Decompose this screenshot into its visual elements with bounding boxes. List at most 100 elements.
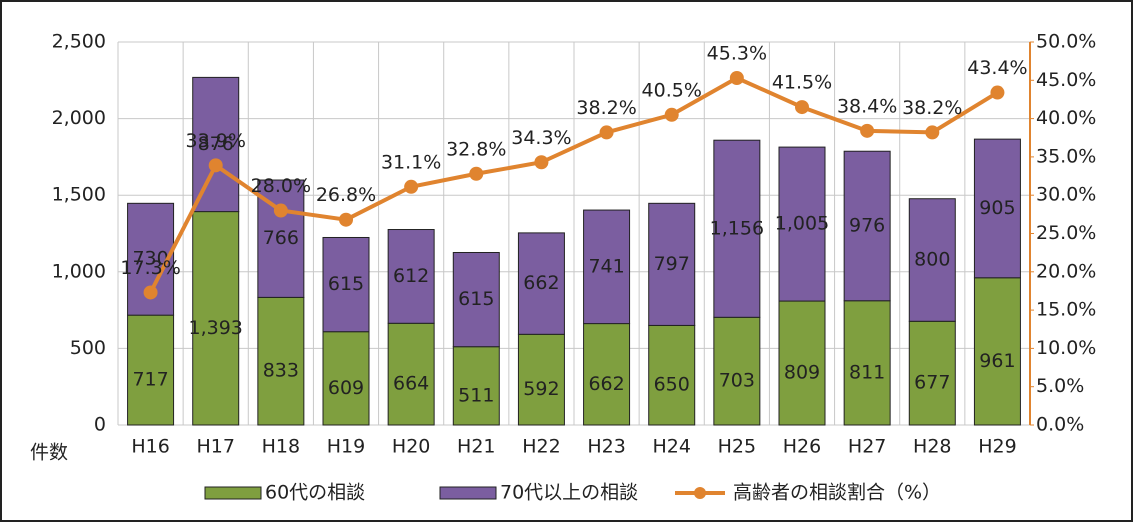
bar-segment — [583, 323, 631, 426]
data-label: 766 — [263, 227, 299, 249]
y-tick-label: 1,500 — [52, 184, 106, 206]
line-point — [860, 123, 875, 138]
line-label: 38.4% — [837, 95, 897, 117]
bar-segment — [843, 300, 891, 426]
data-label: 833 — [263, 360, 299, 382]
data-label: 797 — [654, 253, 690, 275]
y2-tick-label: 15.0% — [1036, 299, 1096, 321]
line-point — [534, 155, 549, 170]
data-label: 811 — [849, 361, 885, 383]
y2-tick-label: 0.0% — [1036, 414, 1084, 436]
line-point — [795, 100, 809, 115]
line-label: 40.5% — [642, 79, 702, 101]
bar-segment — [583, 209, 631, 325]
data-label: 592 — [523, 378, 559, 400]
line-label: 38.2% — [902, 97, 962, 119]
bar-segment — [648, 324, 696, 426]
x-tick-label: H27 — [848, 436, 886, 458]
line-label: 28.0% — [251, 175, 311, 197]
bar-segment — [192, 76, 240, 213]
bar-segment — [452, 346, 500, 426]
bar-segment — [322, 236, 370, 333]
y2-tick-label: 35.0% — [1036, 145, 1096, 167]
line-label: 43.4% — [967, 57, 1027, 79]
bar-segment — [973, 277, 1021, 426]
bar-segment — [517, 333, 565, 426]
data-label: 730 — [132, 248, 168, 270]
x-tick-label: H20 — [392, 436, 430, 458]
bar-segment — [778, 146, 826, 302]
y2-tick-label: 50.0% — [1036, 31, 1096, 53]
x-tick-label: H22 — [522, 436, 560, 458]
y2-tick-label: 20.0% — [1036, 260, 1096, 282]
data-label: 741 — [588, 255, 624, 277]
bar-segment — [973, 138, 1021, 279]
data-label: 615 — [328, 273, 364, 295]
bar-segment — [322, 331, 370, 426]
data-label: 662 — [588, 373, 624, 395]
line-point — [143, 285, 158, 300]
y2-tick-label: 30.0% — [1036, 184, 1096, 206]
x-tick-label: H29 — [978, 436, 1016, 458]
line — [148, 75, 999, 294]
bar-segment — [843, 150, 891, 302]
y-tick-label: 2,000 — [52, 107, 106, 129]
line-label: 41.5% — [772, 72, 832, 94]
y-tick-label: 0 — [94, 414, 106, 436]
data-label: 800 — [914, 249, 950, 271]
data-label: 703 — [719, 370, 755, 392]
line-point — [925, 125, 940, 140]
x-tick-label: H24 — [652, 436, 690, 458]
bar-segment — [257, 296, 305, 426]
bar-segment — [387, 322, 435, 426]
y-axis-label: 件数 — [30, 442, 68, 464]
legend-label: 高齢者の相談割合（%） — [733, 482, 941, 504]
line-label: 33.9% — [186, 130, 246, 152]
data-label: 609 — [328, 377, 364, 399]
legend-marker — [694, 487, 706, 499]
data-label: 664 — [393, 373, 429, 395]
x-tick-label: H23 — [587, 436, 625, 458]
bar-segment — [192, 211, 240, 426]
data-label: 976 — [849, 214, 885, 236]
legend-label: 60代の相談 — [265, 482, 365, 504]
legend-swatch — [439, 486, 497, 500]
line-label: 38.2% — [576, 97, 636, 119]
line-point — [339, 212, 353, 227]
y2-tick-label: 5.0% — [1036, 375, 1084, 397]
y2-tick-label: 10.0% — [1036, 337, 1096, 359]
x-tick-label: H25 — [718, 436, 756, 458]
legend-label: 70代以上の相談 — [500, 482, 638, 504]
data-label: 1,156 — [710, 217, 764, 239]
line-label: 45.3% — [707, 43, 767, 65]
data-label: 612 — [393, 265, 429, 287]
line-point — [273, 203, 288, 218]
data-label: 1,393 — [189, 317, 243, 339]
y-tick-label: 500 — [70, 337, 106, 359]
data-label: 615 — [458, 288, 494, 310]
data-label: 1,005 — [775, 213, 829, 235]
data-label: 650 — [654, 374, 690, 396]
line-point — [729, 71, 744, 86]
line-point — [208, 158, 223, 173]
x-tick-label: H28 — [913, 436, 951, 458]
data-label: 717 — [132, 369, 168, 391]
bar-segment — [517, 232, 565, 335]
data-label: 511 — [458, 384, 494, 406]
bar-segment — [713, 139, 761, 318]
y2-tick-label: 25.0% — [1036, 222, 1096, 244]
data-label: 809 — [784, 362, 820, 384]
line-label: 17.3% — [120, 257, 180, 279]
line-label: 26.8% — [316, 184, 376, 206]
line-point — [990, 85, 1005, 100]
data-label: 905 — [979, 197, 1015, 219]
bar-segment — [387, 229, 435, 324]
y-tick-label: 2,500 — [52, 31, 106, 53]
x-tick-label: H18 — [262, 436, 300, 458]
data-label: 677 — [914, 372, 950, 394]
bar-segment — [778, 300, 826, 426]
y2-tick-label: 45.0% — [1036, 69, 1096, 91]
line-point — [664, 107, 679, 122]
data-label: 876 — [198, 133, 234, 155]
